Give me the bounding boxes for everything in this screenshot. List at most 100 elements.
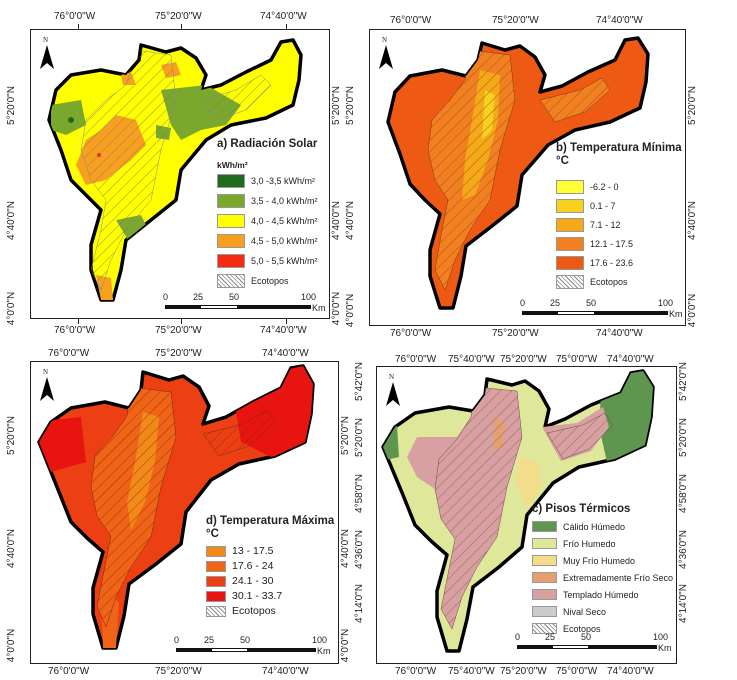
legend-item: Cálido Húmedo xyxy=(532,521,673,532)
color-swatch xyxy=(532,538,557,549)
top-tick-label: 75°20'0"W xyxy=(155,11,202,22)
scale-label: 0 xyxy=(515,632,521,642)
legend-label: Templado Húmedo xyxy=(563,589,639,600)
bottom-tick-label: 76°0'0"W xyxy=(48,666,90,677)
right-tick-label: 5°20'0"N xyxy=(686,86,698,125)
ecotopos-zone xyxy=(90,386,177,628)
legend-item: 0.1 - 7 xyxy=(556,199,682,213)
left-tick-label: 4°40'0"N xyxy=(5,201,17,240)
legend-label: Muy Frío Humedo xyxy=(563,555,636,566)
legend-item: Ecotopos xyxy=(532,623,673,634)
scale-label: 25 xyxy=(550,298,561,308)
scale-unit: Km xyxy=(317,646,331,656)
legend-title: b) Temperatura Mínima xyxy=(556,142,682,154)
legend-item: 4,5 - 5,0 kWh/m² xyxy=(217,234,318,248)
left-tick-label: 5°20'0"N xyxy=(5,416,17,455)
scale-label: 50 xyxy=(581,632,592,642)
scale-unit: Km xyxy=(669,309,683,319)
legend-label: 12.1 - 17.5 xyxy=(590,239,634,249)
map-frame-d: N d) Temperatura Máxima °C 13 - 17.5 17.6… xyxy=(30,361,339,664)
zone xyxy=(383,425,399,462)
legend-title: a) Radiación Solar xyxy=(217,138,318,150)
top-tick-label: 74°40'0"W xyxy=(260,11,307,22)
legend-item: Ecotopos xyxy=(217,274,318,288)
right-tick-label: 4°36'0"N xyxy=(677,530,689,569)
scale-label: 25 xyxy=(193,292,204,302)
legend-unit: kWh/m² xyxy=(217,160,248,170)
bottom-tick-label: 75°20'0"W xyxy=(155,666,202,677)
legend-label: Nival Seco xyxy=(563,606,607,617)
right-tick-label: 4°0'0"N xyxy=(340,628,352,663)
bottom-tick-label: 74°40'0"W xyxy=(607,666,654,677)
map-c xyxy=(381,369,655,653)
legend-b: b) Temperatura Mínima °C -6.2 - 0 0.1 - 7… xyxy=(556,142,682,289)
left-tick-label: 4°14'0"N xyxy=(353,584,365,623)
ecotopos-zone xyxy=(434,386,523,630)
legend-label: 17.6 - 23.6 xyxy=(590,258,634,268)
left-tick-label: 5°42'0"N xyxy=(353,362,365,401)
color-swatch xyxy=(217,194,245,208)
map-b xyxy=(386,36,650,310)
legend-item: 3,5 - 4,0 kWh/m² xyxy=(217,194,318,208)
color-swatch xyxy=(556,218,584,232)
scale-bar: 0 25 50 100 Km xyxy=(515,632,676,658)
color-swatch xyxy=(206,560,226,572)
legend-item: 30.1 - 33.7 xyxy=(206,590,334,602)
legend-label: 30.1 - 33.7 xyxy=(232,590,283,602)
color-swatch xyxy=(532,555,557,566)
legend-item: 4,0 - 4,5 kWh/m² xyxy=(217,214,318,228)
ecotopos-zone xyxy=(539,77,611,123)
scale-label: 0 xyxy=(174,635,180,645)
north-arrow-icon xyxy=(386,382,400,406)
top-tick-label: 74°40'0"W xyxy=(607,354,654,365)
legend-label: Ecotopos xyxy=(232,605,276,617)
top-tick-label: 76°0'0"W xyxy=(395,354,437,365)
legend-label: 4,5 - 5,0 kWh/m² xyxy=(251,236,318,246)
right-tick-label: 4°40'0"N xyxy=(330,201,342,240)
legend-title: c) Pisos Térmicos xyxy=(532,503,631,515)
legend-label: 0.1 - 7 xyxy=(590,201,616,211)
left-tick-label: 4°40'0"N xyxy=(344,201,356,240)
legend-label: 7.1 - 12 xyxy=(590,220,621,230)
left-tick-label: 4°0'0"N xyxy=(345,293,357,328)
legend-item: -6.2 - 0 xyxy=(556,180,682,194)
legend-item: Nival Seco xyxy=(532,606,673,617)
top-tick-label: 76°0'0"W xyxy=(54,11,96,22)
color-swatch xyxy=(556,237,584,251)
left-tick-label: 4°0'0"N xyxy=(6,628,18,663)
scale-bar: 0 25 50 100 Km xyxy=(520,298,683,324)
legend-item: Ecotopos xyxy=(206,605,334,617)
legend-item: 17.6 - 24 xyxy=(206,560,334,572)
map-frame-c: N c) Pisos Térmicos Cálido Húmedo Frío Hu… xyxy=(376,366,677,664)
right-tick-label: 4°58'0"N xyxy=(677,474,689,513)
hatch-swatch xyxy=(217,274,245,288)
scale-bar: 0 25 50 100 Km xyxy=(174,635,336,661)
legend-item: Templado Húmedo xyxy=(532,589,673,600)
right-tick-label: 4°14'0"N xyxy=(677,584,689,623)
top-tick-label: 76°0'0"W xyxy=(390,15,432,26)
color-swatch xyxy=(217,214,245,228)
legend-label: 13 - 17.5 xyxy=(232,545,274,557)
zone xyxy=(68,117,74,123)
bottom-tick-label: 74°40'0"W xyxy=(262,666,309,677)
color-swatch xyxy=(532,572,557,583)
color-swatch xyxy=(206,590,226,602)
color-swatch xyxy=(556,199,584,213)
left-tick-label: 5°20'0"N xyxy=(5,86,17,125)
scale-label: 100 xyxy=(312,635,328,645)
color-swatch xyxy=(532,589,557,600)
map-a xyxy=(47,38,303,302)
top-tick-label: 75°0'0"W xyxy=(556,354,598,365)
north-arrow-icon xyxy=(379,45,393,69)
ecotopos-zone xyxy=(200,74,272,121)
color-swatch xyxy=(532,521,557,532)
scale-label: 100 xyxy=(301,292,317,302)
right-tick-label: 4°40'0"N xyxy=(339,529,351,568)
bottom-tick-label: 75°0'0"W xyxy=(556,666,598,677)
hatch-swatch xyxy=(532,623,557,634)
bottom-tick-label: 76°0'0"W xyxy=(395,666,437,677)
north-arrow-icon xyxy=(40,45,54,69)
legend-label: 24.1 - 30 xyxy=(232,575,274,587)
color-swatch xyxy=(532,606,557,617)
legend-label: 4,0 - 4,5 kWh/m² xyxy=(251,216,318,226)
